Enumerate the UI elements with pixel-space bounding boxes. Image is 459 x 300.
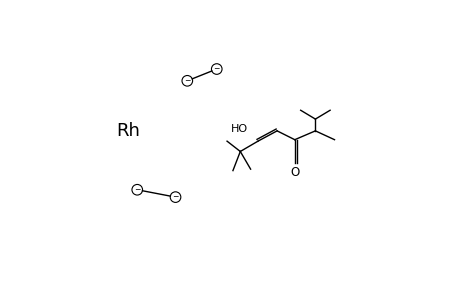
Text: −: − xyxy=(172,193,179,202)
Text: HO: HO xyxy=(230,124,247,134)
Text: −: − xyxy=(184,76,190,85)
Text: −: − xyxy=(213,64,219,74)
Text: −: − xyxy=(134,185,140,194)
Text: O: O xyxy=(290,166,299,179)
Text: Rh: Rh xyxy=(116,122,140,140)
